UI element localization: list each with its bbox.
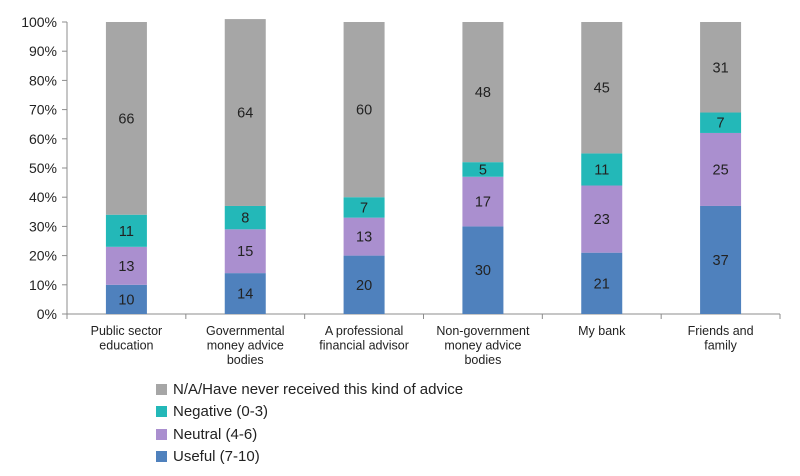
y-tick-label: 40% [29,189,57,205]
x-category-label: money advice [207,339,284,353]
data-label: 17 [475,195,491,211]
legend-swatch [156,451,167,463]
y-tick-label: 90% [29,43,57,59]
data-label: 15 [237,244,253,260]
bar-segment [343,217,385,256]
bar-segment [581,22,623,154]
bar-segment [343,197,385,218]
x-category-label: My bank [578,324,626,338]
bar-segment [581,252,623,314]
data-label: 64 [237,106,253,122]
data-label: 66 [118,111,134,127]
y-tick-label: 60% [29,131,57,147]
stacked-bar-chart: 0% 10% 20% 30% 40% 50% 60% 70% 80% 90% 100% 10 13 11 6… [21,14,781,367]
bar-segment [224,19,266,206]
data-label: 8 [241,211,249,227]
chart-legend: N/A/Have never received this kind of adv… [156,378,463,468]
x-category-label: A professional [325,324,404,338]
bar-segment [462,22,504,163]
data-label: 11 [594,162,609,178]
x-category-label: family [704,339,737,353]
data-label: 13 [356,230,372,246]
bar-segment [224,229,266,274]
data-label: 7 [717,116,725,132]
bar-segment [700,132,742,206]
legend-item: Useful (7-10) [156,446,463,469]
legend-swatch [156,406,167,418]
x-category-label: Public sector [91,324,163,338]
bar-segment [105,284,147,314]
x-category-label: bodies [464,353,501,367]
data-label: 10 [118,292,134,308]
bar-segment [105,214,147,247]
legend-label: Negative (0-3) [173,403,269,421]
bar-segment [462,226,504,314]
data-label: 37 [713,253,729,269]
y-tick-label: 0% [37,306,57,322]
data-label: 23 [594,212,610,228]
data-label: 20 [356,278,372,294]
bar-segment [224,273,266,314]
y-tick-label: 20% [29,248,57,264]
x-category-label: money advice [444,339,521,353]
x-category-label: Non-government [436,324,530,338]
legend-item: Neutral (4-6) [156,423,463,446]
data-label: 5 [479,162,487,178]
legend-swatch [156,383,167,395]
x-category-label: financial advisor [319,339,409,353]
legend-item: Negative (0-3) [156,401,463,424]
y-tick-label: 50% [29,160,57,176]
x-category-label: Friends and [688,324,754,338]
data-label: 14 [237,287,253,303]
data-label: 48 [475,85,491,101]
x-category-label: bodies [227,353,264,367]
data-label: 31 [713,60,729,76]
bar-segment [462,176,504,227]
data-label: 7 [360,200,368,216]
x-category-label: education [99,339,153,353]
y-tick-label: 80% [29,72,57,88]
data-label: 45 [594,81,610,97]
data-label: 13 [118,259,134,275]
bar-segment [105,246,147,285]
legend-label: Neutral (4-6) [173,425,258,443]
bar-segment [105,22,147,215]
data-label: 21 [594,276,610,292]
y-tick-label: 70% [29,102,57,118]
bar-segment [224,205,266,230]
data-label: 11 [119,224,134,240]
bar-segment [343,255,385,314]
data-label: 25 [713,162,729,178]
legend-item: N/A/Have never received this kind of adv… [156,378,463,401]
bar-segment [462,162,504,177]
bar-segment [700,22,742,113]
y-tick-label: 30% [29,218,57,234]
bar-segment [700,112,742,133]
legend-swatch [156,428,167,440]
data-label: 60 [356,103,372,119]
bar-segment [581,185,623,253]
y-tick-label: 100% [21,14,57,30]
data-label: 30 [475,263,491,279]
bar-segment [700,205,742,314]
x-category-label: Governmental [206,324,285,338]
legend-label: N/A/Have never received this kind of adv… [173,380,464,398]
legend-label: Useful (7-10) [173,448,260,466]
y-tick-label: 10% [29,277,57,293]
bar-segment [581,153,623,186]
bar-segment [343,22,385,198]
